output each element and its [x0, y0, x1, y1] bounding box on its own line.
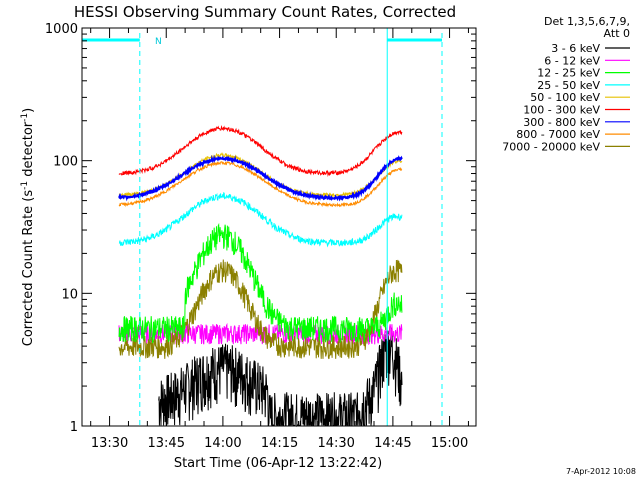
- series-line: [118, 154, 403, 202]
- series-line: [118, 152, 403, 199]
- legend-label: 7000 - 20000 keV: [502, 140, 600, 153]
- y-tick-label: 100: [53, 155, 78, 170]
- plot-frame: [81, 27, 477, 427]
- series-line: [158, 327, 403, 428]
- plot-timestamp: 7-Apr-2012 10:08: [566, 467, 636, 476]
- series-line: [118, 124, 403, 177]
- y-tick-label: 10: [61, 287, 78, 302]
- legend-label: 300 - 800 keV: [523, 116, 600, 129]
- y-axis-label: Corrected Count Rate (s-1 detector-1): [20, 108, 36, 346]
- x-axis-label: Start Time (06-Apr-12 13:22:42): [174, 456, 382, 471]
- series-line: [118, 161, 403, 208]
- x-tick-label: 14:15: [261, 436, 298, 451]
- x-tick-label: 14:00: [204, 436, 241, 451]
- legend-header-line2: Att 0: [604, 27, 630, 40]
- legend-label: 800 - 7000 keV: [516, 128, 600, 141]
- x-axis: 13:30 13:45 14:00 14:15 14:30 14:45 15:00: [90, 28, 469, 451]
- x-tick-label: 15:00: [431, 436, 468, 451]
- chart-title: HESSI Observing Summary Count Rates, Cor…: [74, 3, 456, 21]
- y-tick-label: 1: [70, 420, 78, 435]
- x-tick-label: 13:30: [91, 436, 128, 451]
- legend-label: 6 - 12 keV: [544, 54, 600, 67]
- x-tick-label: 13:45: [148, 436, 185, 451]
- legend-label: 12 - 25 keV: [537, 67, 600, 80]
- legend-header-line1: Det 1,3,5,6,7,9,: [544, 15, 630, 28]
- legend-label: 50 - 100 keV: [530, 91, 600, 104]
- x-tick-label: 14:45: [374, 436, 411, 451]
- legend-label: 3 - 6 keV: [551, 42, 600, 55]
- x-tick-label: 14:30: [317, 436, 354, 451]
- night-marker-label: N: [155, 37, 162, 47]
- legend-label: 25 - 50 keV: [537, 79, 600, 92]
- y-tick-label: 1000: [45, 22, 78, 37]
- y-axis: 1 10 100 1000: [45, 22, 476, 435]
- series-line: [118, 222, 403, 344]
- series-line: [118, 259, 403, 360]
- legend-label: 100 - 300 keV: [523, 104, 600, 117]
- series-line: [118, 192, 403, 248]
- plot-series: [82, 28, 443, 428]
